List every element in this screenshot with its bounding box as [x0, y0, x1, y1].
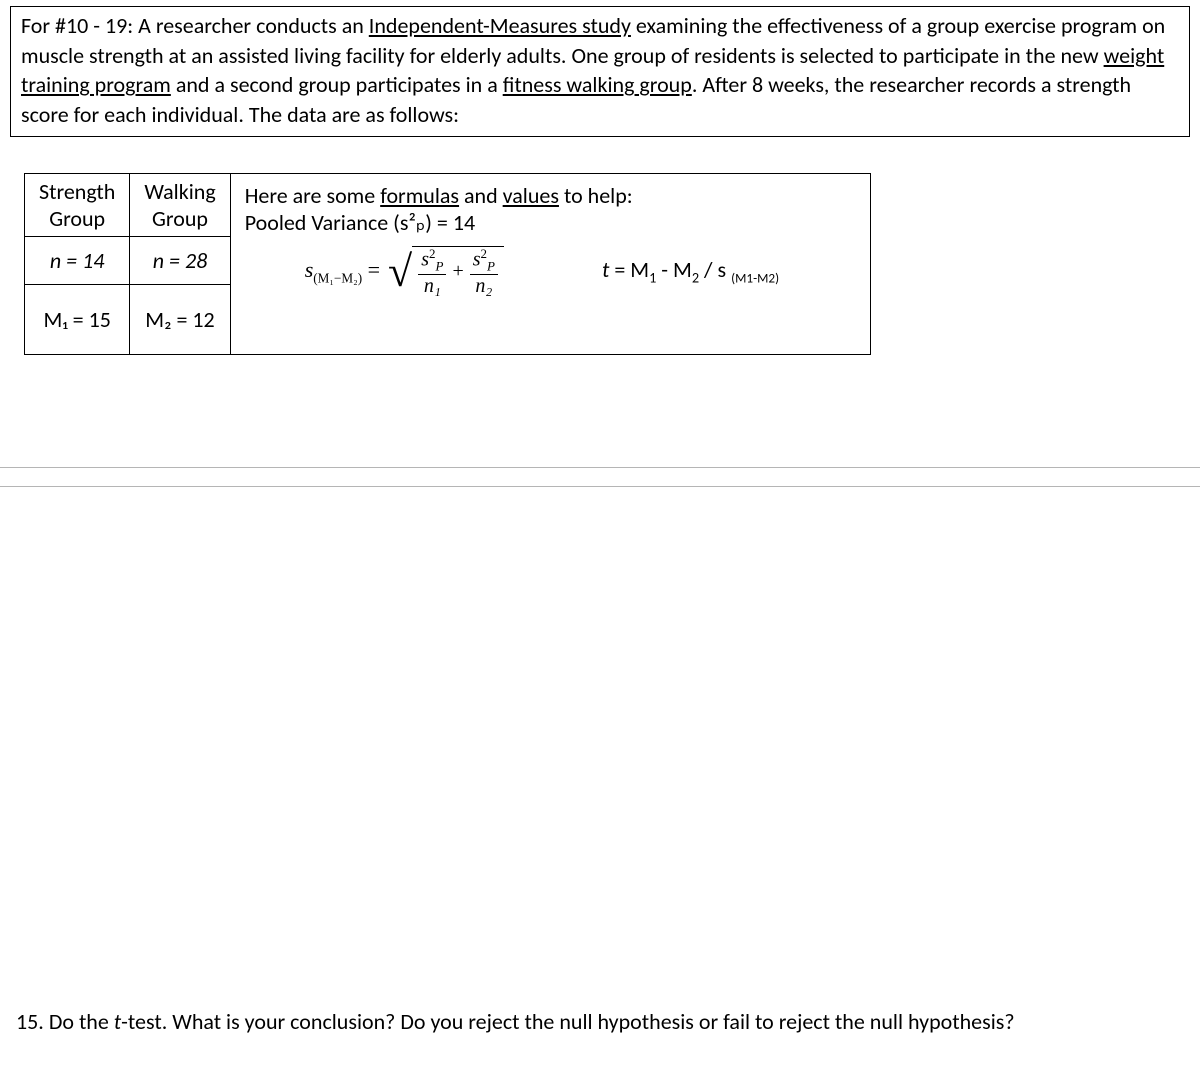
hr-bottom [0, 486, 1200, 487]
n1-cell: n = 14 [25, 236, 130, 284]
sqrt-expression: √ s2P n₁ + s2P n₂ [388, 246, 504, 297]
divider-area [0, 467, 1200, 487]
question-15: 15. Do the t-test. What is your conclusi… [16, 1008, 1184, 1035]
std-error-formula: s(M₁−M₂) = [305, 257, 380, 286]
m2-cell: M₂ = 12 [130, 284, 230, 354]
data-and-formula-table: Strength Group Walking Group Here are so… [24, 173, 871, 355]
content-row: Strength Group Walking Group Here are so… [24, 173, 1200, 355]
strength-header: Strength Group [25, 173, 130, 236]
walking-header: Walking Group [130, 173, 230, 236]
n2-cell: n = 28 [130, 236, 230, 284]
formula-row: s(M₁−M₂) = √ s2P n₁ + s2P n₂ [245, 246, 850, 297]
formula-cell: Here are some formulas and values to hel… [230, 173, 870, 354]
t-formula: t = M1 - M2 / s (M1-M2) [602, 256, 779, 286]
intro-text: For #10 - 19: A researcher conducts an I… [21, 12, 1165, 128]
formula-help-text: Here are some formulas and values to hel… [245, 182, 850, 209]
intro-box: For #10 - 19: A researcher conducts an I… [10, 6, 1190, 137]
pooled-variance-text: Pooled Variance (s²ₚ) = 14 [245, 209, 850, 236]
m1-cell: M₁ = 15 [25, 284, 130, 354]
